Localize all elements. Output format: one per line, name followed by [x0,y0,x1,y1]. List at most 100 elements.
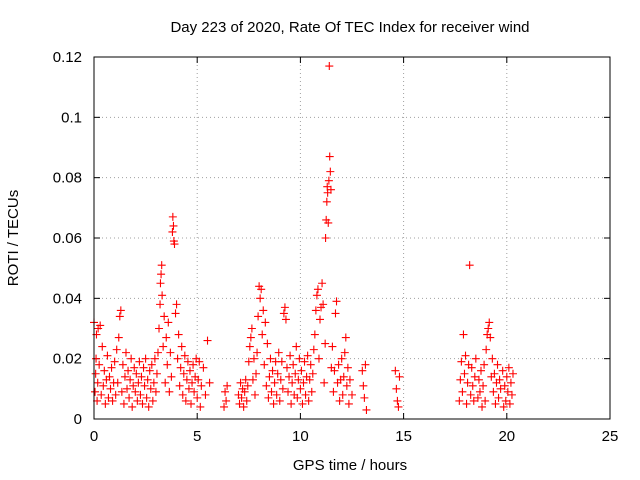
data-point [156,300,165,309]
data-point [95,360,104,369]
data-point [292,342,301,351]
data-point [105,372,114,381]
data-point [124,366,133,375]
data-point [474,375,483,384]
data-point [197,381,206,390]
data-point [260,360,269,369]
data-point [263,339,272,348]
data-point [163,360,172,369]
axis-ticks: 0 5 10 15 20 25 0 0.02 0.04 0.06 0.08 0.1 0.12 [53,49,619,445]
data-point [393,396,402,405]
data-point [131,387,140,396]
data-point [264,393,273,402]
data-point [279,309,288,318]
data-point [110,357,119,366]
data-point [344,399,353,408]
y-axis-label: ROTI / TECUs [5,190,22,286]
data-point [193,393,202,402]
data-point [325,62,334,71]
data-point [296,384,305,393]
data-point [104,393,113,402]
data-point [305,375,314,384]
data-point [257,285,266,294]
data-point [223,381,232,390]
data-point [187,399,196,408]
data-point [164,318,173,327]
data-point [240,387,249,396]
x-tick-label: 15 [395,428,412,445]
y-tick-label: 0.06 [53,230,82,247]
data-point [133,396,142,405]
data-point [158,291,167,300]
data-point [195,357,204,366]
data-point [299,378,308,387]
data-point [190,387,199,396]
x-tick-label: 25 [602,428,619,445]
data-point [115,312,124,321]
data-point [261,318,270,327]
data-point [285,372,294,381]
data-point [281,315,290,324]
data-point [93,378,102,387]
data-point [340,348,349,357]
data-point [360,393,369,402]
data-point [358,366,367,375]
data-point [185,366,194,375]
data-point [165,387,174,396]
data-point [149,378,158,387]
data-point [201,390,210,399]
data-point [134,378,143,387]
data-point [181,396,190,405]
data-point [460,369,469,378]
data-point [466,390,475,399]
data-point [270,378,279,387]
data-point [361,360,370,369]
data-point [499,402,508,411]
data-point [97,390,106,399]
data-point [141,354,150,363]
data-point [496,384,505,393]
data-point [239,402,248,411]
data-point [137,372,146,381]
data-point [168,227,177,236]
data-point [184,384,193,393]
data-point [294,375,303,384]
data-point [268,366,277,375]
data-point [280,303,289,312]
data-point [162,333,171,342]
data-point [289,360,298,369]
data-point [461,351,470,360]
y-tick-label: 0.04 [53,290,82,307]
data-point [309,345,318,354]
data-point [321,339,330,348]
data-point [324,176,333,185]
data-point [394,402,403,411]
data-point [303,351,312,360]
data-point [196,402,205,411]
data-point [92,354,101,363]
chart-title: Day 223 of 2020, Rate Of TEC Index for r… [170,19,529,36]
data-point [484,324,493,333]
data-point [166,348,175,357]
data-point [291,369,300,378]
data-point [112,345,121,354]
data-point [324,218,333,227]
data-point [321,234,330,242]
data-point [120,372,129,381]
data-point [155,324,164,333]
data-point [220,402,229,411]
x-tick-label: 10 [292,428,309,445]
data-point [348,390,356,399]
gridlines [94,57,610,419]
data-point [330,366,339,375]
data-point [153,348,162,357]
data-point [136,390,145,399]
data-point [341,333,350,342]
data-point [203,336,212,345]
data-point [123,384,132,393]
data-point [253,348,262,357]
data-point [288,378,297,387]
data-point [485,318,494,327]
data-point [173,354,182,363]
data-point [345,375,354,384]
